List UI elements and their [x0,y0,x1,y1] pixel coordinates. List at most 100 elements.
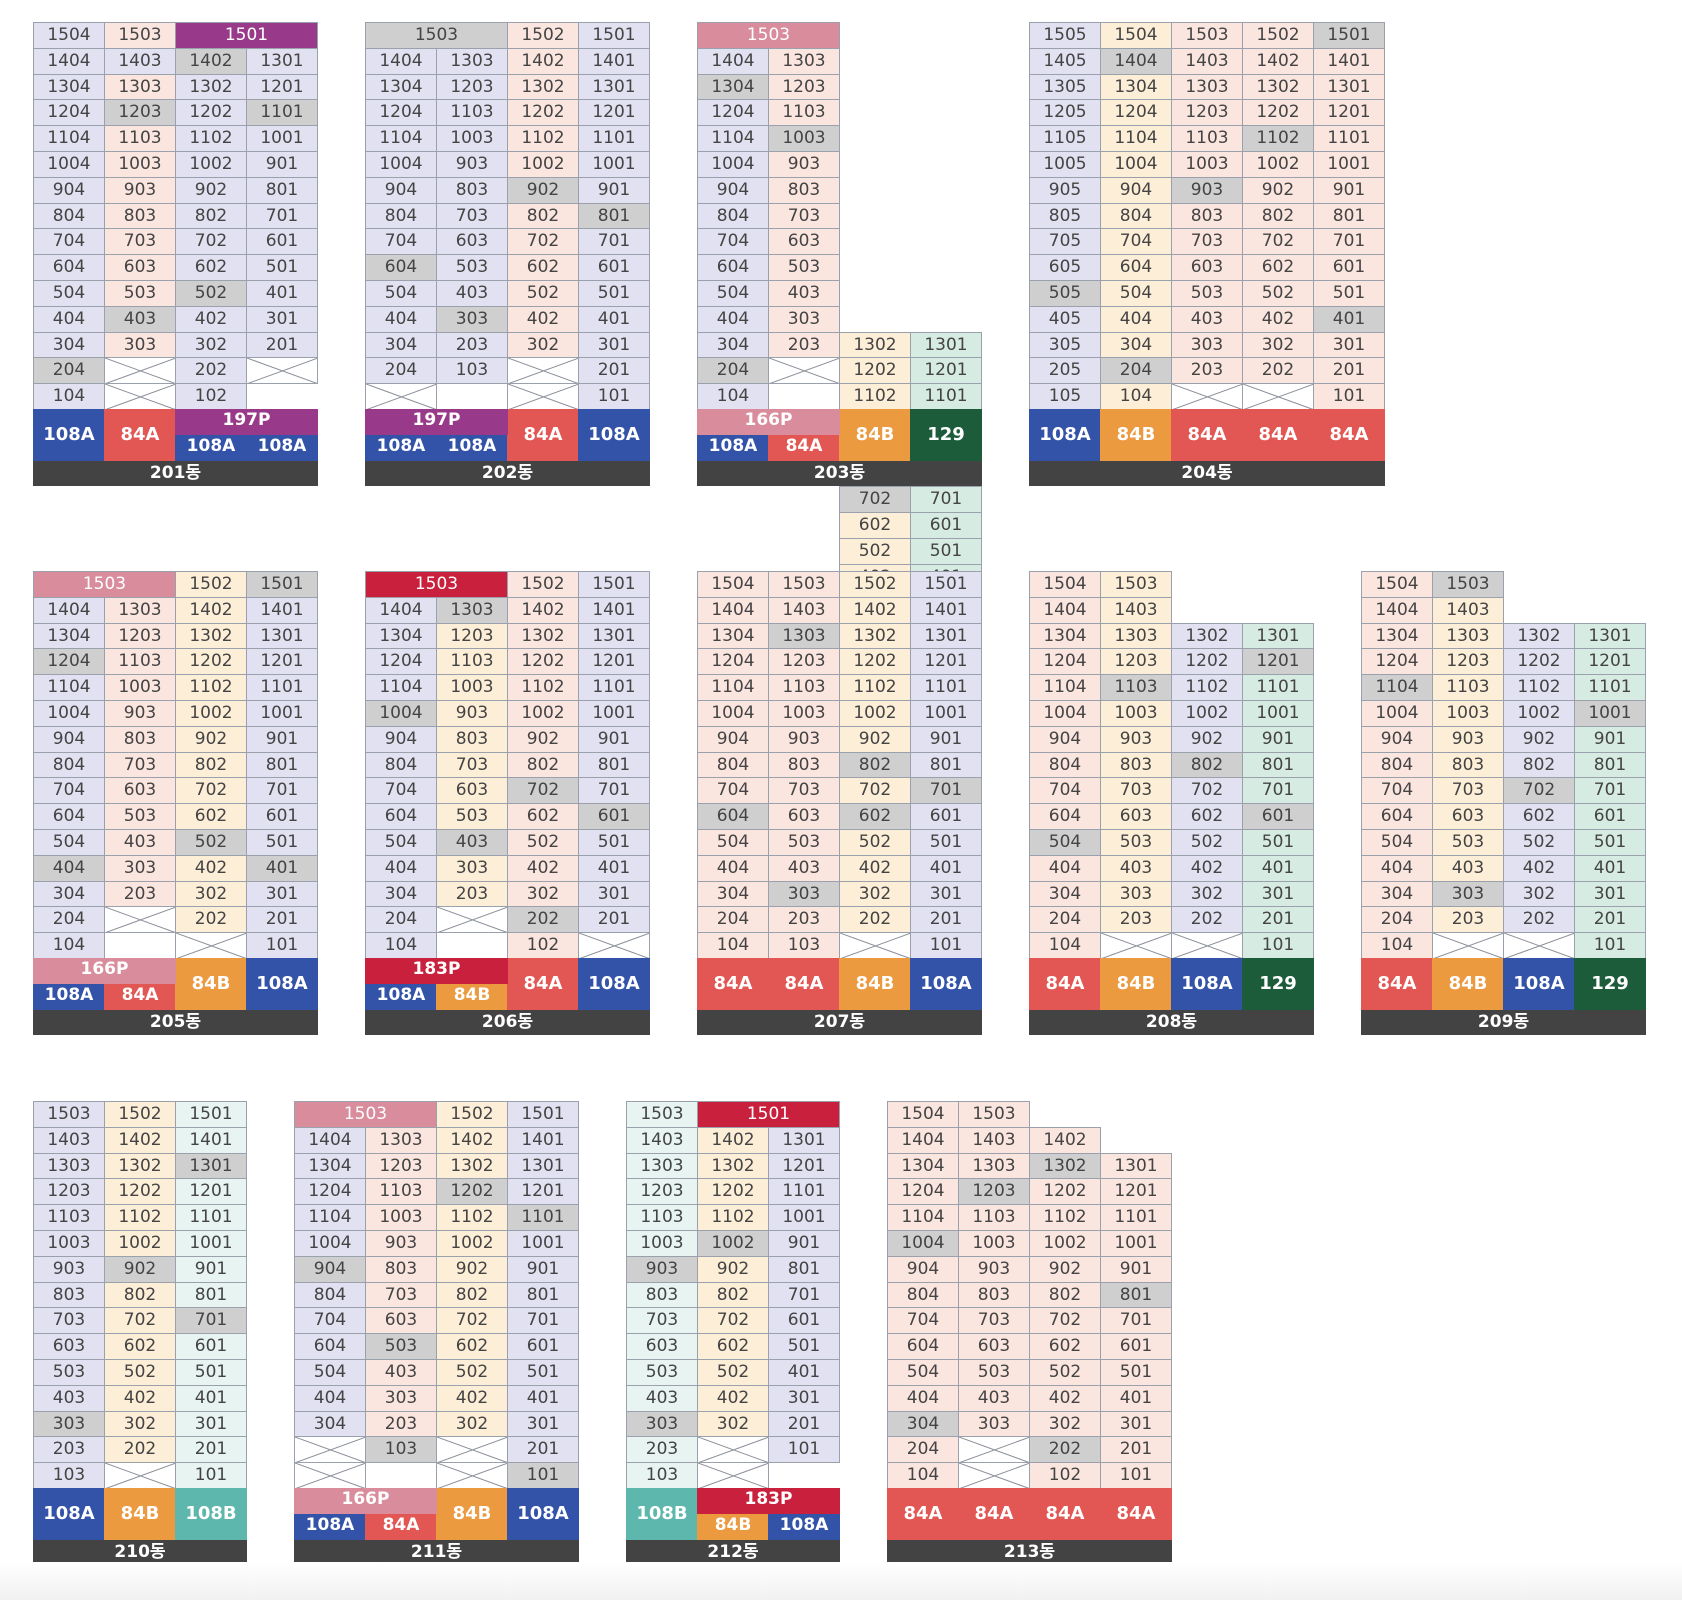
unit-cell: 1002 [436,1230,508,1257]
unit-cell: 1404 [697,596,769,624]
building: 1505 1405 1305 1205 1105 1005 905 805 705 605 505 4… [1029,22,1385,486]
unit-cell: 1403 [1171,47,1243,75]
unit-cell: 1204 [294,1178,366,1206]
unit-cell: 1104 [33,125,105,152]
unit-cell: 1402 [436,1126,508,1154]
unit-cell: 802 [507,751,579,779]
unit-cell: 104 [33,932,105,959]
unit-cell: 302 [1029,1410,1101,1438]
unit-cell: 902 [1242,176,1314,204]
unit-cell: 1102 [104,1204,176,1231]
unit-cell: 302 [436,1410,508,1438]
unit-cell: 602 [697,1333,769,1360]
unit-cell: 402 [1171,854,1243,882]
unit-type-block: 84A [104,984,176,1010]
unit-type-block: 108A [294,1514,366,1540]
unit-cell: 904 [33,176,105,204]
unit-cell: 605 [1029,254,1101,281]
unit-cell: 401 [1100,1384,1172,1412]
unit-cell: 104 [1361,932,1433,959]
unit-cell: 501 [246,829,318,856]
unit-type-block: 108A [436,435,508,461]
unit-cell: 701 [1100,1307,1172,1335]
unit-cell: 1201 [246,648,318,676]
unit-cell: 203 [768,331,840,359]
unit-cell: 904 [887,1255,959,1283]
unit-cell: 301 [246,305,318,333]
unit-cell: 904 [365,176,437,204]
unit-type-block: 84B [839,958,911,1010]
unit-cell: 1202 [1029,1178,1101,1206]
unit-cell: 503 [104,803,176,830]
unit-cell: 1103 [104,648,176,676]
unit-cell: 1301 [910,622,982,650]
unit-cell: 105 [1029,383,1101,410]
unit-cell: 203 [1171,357,1243,385]
unit-cell: 1501 [578,22,650,49]
unit-cell: 703 [1171,228,1243,256]
unit-cell: 401 [910,854,982,882]
unit-cell: 502 [1242,280,1314,307]
unit-cell: 402 [1242,305,1314,333]
unit-cell: 801 [578,751,650,779]
unit-cell: 1403 [104,47,176,75]
unit-cell: 604 [1029,803,1101,830]
empty-unit-cell [507,383,579,410]
unit-type-block: 84B [1432,958,1504,1010]
unit-cell: 1002 [104,1230,176,1257]
unit-cell: 1401 [246,596,318,624]
pilotis-tag: 166P [294,1488,437,1514]
unit-cell: 702 [839,486,911,514]
unit-cell: 1404 [887,1126,959,1154]
unit-cell: 705 [1029,228,1101,256]
unit-cell: 602 [839,512,911,539]
unit-cell: 401 [1242,854,1314,882]
unit-cell: 502 [175,829,247,856]
unit-cell: 603 [1171,254,1243,281]
unit-type-block: 84A [1029,958,1101,1010]
unit-cell: 203 [33,1436,105,1464]
unit-cell: 903 [104,700,176,727]
unit-cell: 1104 [294,1204,366,1231]
unit-cell: 1303 [104,73,176,101]
unit-cell: 104 [887,1462,959,1489]
unit-cell: 102 [175,383,247,410]
unit-cell: 901 [1574,725,1646,753]
building-label: 207동 [697,1010,982,1035]
unit-cell: 602 [1242,254,1314,281]
unit-cell: 501 [175,1359,247,1386]
unit-cell: 802 [175,202,247,230]
unit-cell: 804 [697,751,769,779]
unit-cell: 402 [1503,854,1575,882]
unit-cell: 1101 [910,674,982,701]
unit-cell: 1304 [1361,622,1433,650]
unit-cell: 801 [768,1255,840,1283]
unit-cell: 1101 [1574,674,1646,701]
unit-cell: 201 [768,1410,840,1438]
unit-cell: 1001 [578,700,650,727]
unit-cell: 1402 [839,596,911,624]
unit-cell: 1201 [768,1152,840,1180]
unit-cell: 1104 [1029,674,1101,701]
unit-cell: 1202 [175,99,247,127]
unit-cell: 1103 [365,1178,437,1206]
unit-type-block: 84A [768,958,840,1010]
unit-cell: 1203 [436,622,508,650]
unit-cell: 904 [1361,725,1433,753]
unit-cell: 703 [104,228,176,256]
unit-cell: 901 [175,1255,247,1283]
unit-cell: 1504 [1029,571,1101,598]
building-label: 203동 [697,461,982,486]
unit-cell: 902 [104,1255,176,1283]
unit-cell: 704 [1100,228,1172,256]
unit-cell: 204 [1100,357,1172,385]
unit-cell: 1302 [697,1152,769,1180]
unit-cell: 701 [175,1307,247,1335]
unit-cell: 1003 [104,151,176,178]
unit-cell: 1204 [365,648,437,676]
unit-cell: 1304 [697,622,769,650]
unit-cell: 703 [33,1307,105,1335]
unit-type-block: 108A [33,984,105,1010]
unit-cell: 503 [768,254,840,281]
unit-cell: 903 [1432,725,1504,753]
